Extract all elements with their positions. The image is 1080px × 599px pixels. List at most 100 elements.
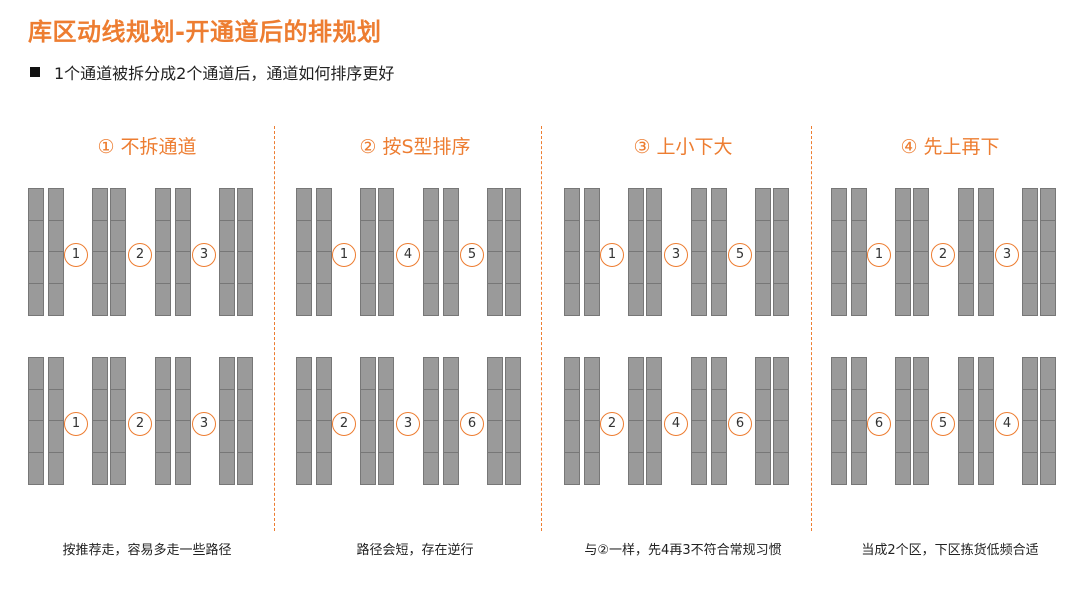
rack-shelf	[691, 188, 707, 316]
rack-shelf	[711, 188, 727, 316]
rack-bay	[488, 358, 502, 390]
rack-bay	[297, 252, 311, 284]
rack-bay	[29, 189, 43, 221]
rack-bay	[585, 284, 599, 316]
rack-bay	[959, 284, 973, 316]
aisle-sequence-marker: 5	[460, 243, 484, 267]
rack-bay	[629, 453, 643, 485]
rack-bay	[424, 189, 438, 221]
rack-bay	[176, 189, 190, 221]
panel-title: ② 按S型排序	[359, 136, 471, 158]
rack-bay	[756, 189, 770, 221]
rack-bay	[565, 221, 579, 252]
rack-bay	[832, 390, 846, 421]
panel-divider	[811, 126, 812, 531]
rack-shelf	[360, 188, 376, 316]
rack-bay	[629, 421, 643, 453]
rack-bay	[111, 189, 125, 221]
rack-bay	[29, 421, 43, 453]
rack-shelf	[92, 357, 108, 485]
rack-bay	[424, 390, 438, 421]
rack-bay	[647, 252, 661, 284]
aisle-sequence-marker: 3	[192, 243, 216, 267]
rack-bay	[444, 453, 458, 485]
rack-bay	[647, 390, 661, 421]
rack-bay	[629, 189, 643, 221]
rack-bay	[317, 252, 331, 284]
rack-bay	[979, 284, 993, 316]
rack-bay	[93, 453, 107, 485]
rack-bay	[176, 252, 190, 284]
rack-bay	[585, 221, 599, 252]
subtitle-text: 1个通道被拆分成2个通道后，通道如何排序更好	[54, 64, 395, 83]
rack-shelf	[423, 357, 439, 485]
subtitle: 1个通道被拆分成2个通道后，通道如何排序更好	[30, 60, 394, 84]
rack-bay	[111, 284, 125, 316]
rack-shelf	[691, 357, 707, 485]
rack-bay	[488, 421, 502, 453]
rack-bay	[220, 221, 234, 252]
rack-bay	[832, 252, 846, 284]
rack-bay	[361, 358, 375, 390]
rack-bay	[111, 453, 125, 485]
rack-bay	[49, 358, 63, 390]
rack-bay	[959, 390, 973, 421]
rack-bay	[317, 358, 331, 390]
rack-bay	[93, 358, 107, 390]
rack-bay	[914, 358, 928, 390]
rack-bay	[629, 390, 643, 421]
rack-shelf	[443, 357, 459, 485]
rack-bay	[506, 252, 520, 284]
rack-bay	[111, 421, 125, 453]
rack-bay	[111, 252, 125, 284]
rack-bay	[156, 453, 170, 485]
rack-bay	[488, 252, 502, 284]
rack-bay	[317, 221, 331, 252]
rack-bay	[176, 221, 190, 252]
rack-bay	[1041, 421, 1055, 453]
rack-bay	[832, 358, 846, 390]
rack-bay	[176, 453, 190, 485]
rack-bay	[692, 284, 706, 316]
rack-bay	[444, 221, 458, 252]
rack-bay	[959, 421, 973, 453]
rack-shelf	[316, 188, 332, 316]
rack-bay	[712, 284, 726, 316]
rack-bay	[852, 221, 866, 252]
rack-bay	[1041, 252, 1055, 284]
rack-bay	[297, 358, 311, 390]
rack-bay	[424, 358, 438, 390]
rack-bay	[712, 421, 726, 453]
rack-bay	[647, 358, 661, 390]
rack-shelf	[28, 357, 44, 485]
rack-bay	[176, 358, 190, 390]
rack-bay	[756, 221, 770, 252]
rack-bay	[896, 252, 910, 284]
rack-bay	[959, 453, 973, 485]
rack-bay	[896, 453, 910, 485]
rack-shelf	[831, 357, 847, 485]
rack-shelf	[155, 188, 171, 316]
aisle-sequence-marker: 2	[600, 412, 624, 436]
rack-bay	[238, 453, 252, 485]
rack-bay	[297, 284, 311, 316]
rack-bay	[220, 421, 234, 453]
rack-bay	[756, 284, 770, 316]
rack-bay	[979, 453, 993, 485]
rack-bay	[379, 189, 393, 221]
aisle-sequence-marker: 6	[460, 412, 484, 436]
rack-bay	[832, 189, 846, 221]
rack-bay	[156, 189, 170, 221]
rack-bay	[220, 284, 234, 316]
rack-shelf	[1040, 357, 1056, 485]
rack-bay	[852, 284, 866, 316]
rack-bay	[756, 390, 770, 421]
rack-bay	[1023, 390, 1037, 421]
rack-bay	[444, 421, 458, 453]
rack-shelf	[564, 357, 580, 485]
rack-bay	[93, 421, 107, 453]
rack-shelf	[155, 357, 171, 485]
rack-bay	[832, 421, 846, 453]
rack-bay	[29, 221, 43, 252]
rack-bay	[852, 390, 866, 421]
